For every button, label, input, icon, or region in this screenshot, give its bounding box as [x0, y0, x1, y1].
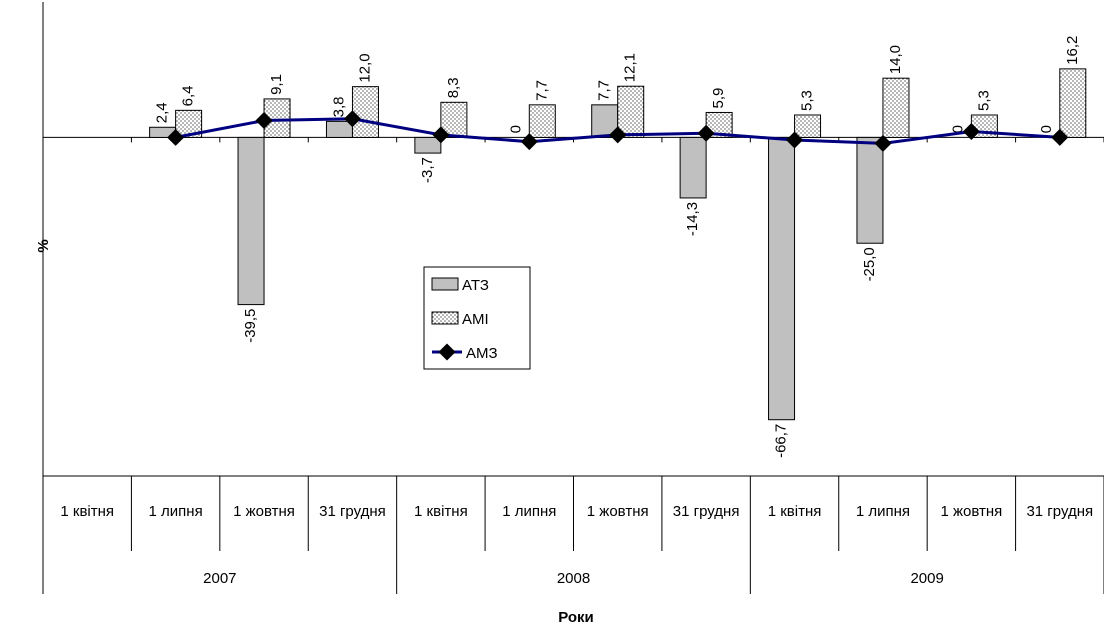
- data-label-ami: 7,7: [533, 80, 550, 101]
- data-label-atz: 0: [1038, 125, 1055, 133]
- marker-amz: [167, 128, 185, 146]
- category-label: 1 квітня: [60, 503, 114, 520]
- data-label-ami: 9,1: [268, 74, 285, 95]
- data-label-ami: 6,4: [180, 85, 197, 106]
- data-label-atz: -3,7: [419, 157, 436, 183]
- year-label: 2007: [203, 570, 236, 587]
- data-label-atz: 7,7: [596, 80, 613, 101]
- category-label: 1 квітня: [414, 503, 468, 520]
- data-label-ami: 12,0: [356, 53, 373, 82]
- bar-atz: [679, 136, 707, 199]
- legend: АТЗ АМІ АМЗ: [423, 266, 531, 370]
- category-label: 1 жовтня: [587, 503, 649, 520]
- data-label-ami: 16,2: [1064, 36, 1081, 65]
- legend-label-amz: АМЗ: [466, 345, 498, 362]
- bar-atz: [237, 136, 265, 306]
- x-axis-title: Роки: [558, 609, 594, 626]
- data-label-atz: 0: [949, 125, 966, 133]
- bar-ami: [882, 77, 910, 138]
- year-label: 2008: [557, 570, 590, 587]
- bar-atz: [414, 136, 442, 154]
- plot-area: 1 квітня 1 липня 1 жовтня 31 грудня 1 квітня…: [42, 2, 1104, 594]
- category-label: 1 липня: [149, 503, 203, 520]
- marker-amz: [432, 126, 450, 144]
- data-label-atz: 0: [507, 125, 524, 133]
- bar-ami: [528, 104, 556, 138]
- bar-ami: [351, 86, 379, 138]
- legend-label-ami: АМІ: [462, 311, 489, 328]
- category-label: 1 липня: [502, 503, 556, 520]
- category-label: 31 грудня: [1026, 503, 1093, 520]
- bar-atz: [856, 136, 884, 244]
- bar-atz: [325, 120, 353, 138]
- category-label: 31 грудня: [673, 503, 740, 520]
- category-label: 31 грудня: [319, 503, 386, 520]
- legend-marker-amz: [438, 343, 456, 361]
- year-label: 2009: [910, 570, 943, 587]
- category-label: 1 жовтня: [940, 503, 1002, 520]
- data-label-atz: -39,5: [242, 309, 259, 343]
- data-label-atz: 3,8: [330, 96, 347, 117]
- data-label-atz: -66,7: [773, 424, 790, 458]
- marker-amz: [1051, 128, 1069, 146]
- data-label-ami: 8,3: [445, 77, 462, 98]
- data-label-ami: 5,3: [975, 90, 992, 111]
- data-label-ami: 14,0: [887, 45, 904, 74]
- category-label: 1 жовтня: [233, 503, 295, 520]
- data-label-atz: 2,4: [154, 102, 171, 123]
- data-label-atz: -14,3: [684, 202, 701, 236]
- bar-atz: [768, 136, 796, 421]
- bar-ami: [794, 114, 822, 138]
- legend-swatch-atz: [431, 277, 459, 291]
- data-label-atz: -25,0: [861, 247, 878, 281]
- legend-swatch-ami: [431, 311, 459, 325]
- data-label-ami: 5,3: [799, 90, 816, 111]
- category-label: 1 липня: [856, 503, 910, 520]
- bar-ami: [1059, 68, 1087, 138]
- data-label-ami: 12,1: [622, 53, 639, 82]
- category-label: 1 квітня: [768, 503, 822, 520]
- legend-label-atz: АТЗ: [462, 277, 489, 294]
- data-label-ami: 5,9: [710, 88, 727, 109]
- bar-ami: [617, 85, 645, 138]
